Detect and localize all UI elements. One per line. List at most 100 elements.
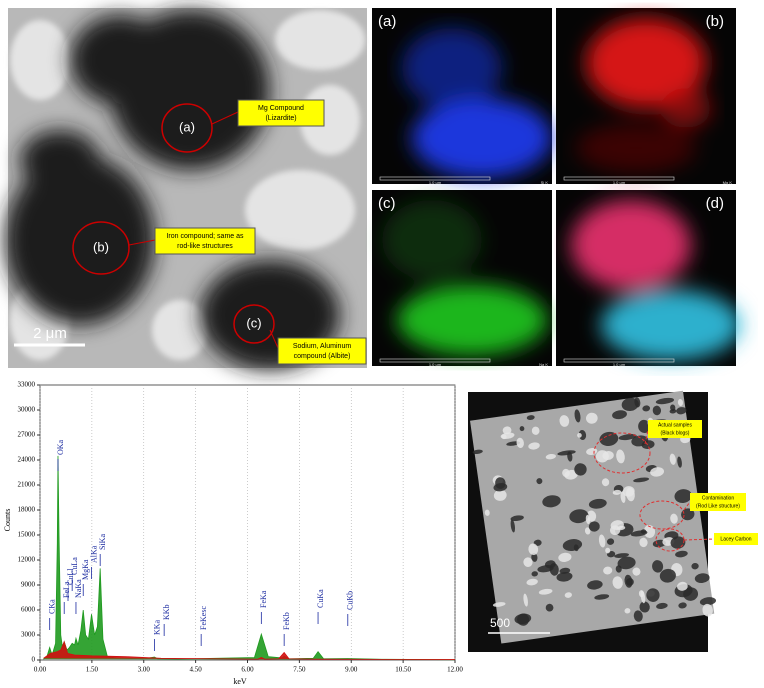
dark-spot [639, 601, 650, 613]
element-label: Mg K [723, 180, 733, 185]
y-tick-label: 9000 [21, 581, 36, 589]
grain [545, 453, 556, 460]
peak-label: CuLa [70, 557, 79, 575]
region-label: (a) [179, 119, 195, 134]
callout-box [714, 533, 758, 545]
signal-blob [571, 200, 691, 290]
dark-spot [659, 568, 676, 583]
peak-label: CKa [48, 599, 57, 614]
grain [650, 467, 665, 477]
dark-spot [694, 573, 710, 584]
dark-spot [559, 567, 571, 574]
dark-spot [472, 449, 483, 455]
dark-spot [633, 610, 643, 622]
grain [598, 534, 606, 548]
grain [624, 608, 631, 614]
peak-label: FeKesc [199, 606, 208, 630]
dark-spot [574, 463, 587, 476]
signal-blob [586, 18, 706, 108]
x-tick-label: 9.00 [345, 666, 358, 674]
dark-spot [633, 477, 650, 483]
dark-spot [533, 539, 542, 546]
callout-text: (Lizardite) [265, 115, 296, 122]
peak-label: AlKa [89, 545, 98, 563]
signal-blob [382, 200, 482, 280]
sample-image: Actual samples (Black blogs) Contaminati… [468, 390, 758, 652]
grain [638, 590, 645, 598]
y-tick-label: 3000 [21, 631, 36, 639]
sample-section [470, 390, 717, 644]
x-tick-label: 7.50 [293, 666, 306, 674]
grain [670, 513, 678, 524]
eds-spectrum: keV Counts 0.00 1.50 3.00 4.50 6.00 7.50 9.00 1… [3, 381, 464, 686]
dark-spot [542, 495, 561, 508]
grain [523, 557, 533, 567]
y-tick-label: 15000 [18, 531, 36, 539]
eds-map: (c) 1.0 μm Na K [372, 190, 552, 367]
eds-map: (a) 1.0 μm Si K [372, 8, 552, 185]
y-tick-label: 12000 [18, 556, 36, 564]
y-tick-label: 21000 [18, 481, 36, 489]
peak-label: CuLl [66, 568, 75, 585]
grain [538, 588, 553, 595]
dark-spot [681, 508, 695, 521]
map-signal [402, 28, 552, 178]
tem-image: (a) (b) (c) Mg Compound (Lizardite) Iron… [5, 8, 367, 370]
dark-spot [574, 409, 581, 423]
scale-bar [379, 176, 491, 181]
dark-spot [646, 588, 660, 602]
dark-spot [614, 553, 629, 558]
dark-spot [517, 613, 530, 626]
dark-spot [674, 489, 692, 504]
dark-spot [531, 571, 538, 577]
dark-spot [655, 397, 675, 405]
dark-spot [652, 405, 662, 416]
scale-bar-label: 1.0 μm [613, 180, 626, 185]
x-tick-label: 0.00 [34, 666, 47, 674]
region-label: (b) [93, 239, 109, 254]
y-tick-label: 6000 [21, 606, 36, 614]
dark-spot [630, 530, 648, 537]
callout-text: Mg Compound [258, 105, 304, 112]
grain [523, 593, 528, 607]
y-tick-label: 27000 [18, 431, 36, 439]
dark-spot [510, 519, 516, 533]
x-tick-label: 3.00 [138, 666, 151, 674]
peak-label: SiKa [98, 534, 107, 550]
dark-spot [573, 544, 579, 552]
dark-spot [519, 426, 525, 432]
callout-text: Sodium, Aluminum [293, 343, 352, 350]
peak-label: FeKb [282, 612, 291, 630]
spectrum [43, 640, 456, 660]
dark-particles [5, 10, 340, 370]
peak-label: KKa [152, 619, 161, 635]
x-tick-label: 6.00 [241, 666, 254, 674]
dark-spot [531, 552, 538, 562]
grain [484, 509, 490, 516]
grain [501, 434, 507, 440]
grain [626, 487, 635, 502]
dark-spot [631, 435, 649, 447]
panel-label: (b) [706, 13, 724, 30]
y-tick-label: 18000 [18, 506, 36, 514]
scale-bar [563, 358, 675, 363]
scale-bar-label: 1.0 μm [429, 180, 442, 185]
dark-spot [669, 409, 677, 414]
callout-text: (Black blogs) [661, 430, 690, 436]
callout-box [277, 337, 367, 365]
dark-spot [536, 478, 543, 485]
dark-spot [615, 565, 622, 573]
element-label: Na K [539, 362, 548, 367]
grain [558, 552, 572, 562]
dark-spot [578, 429, 587, 440]
grain [643, 524, 656, 538]
dark-spot [617, 556, 636, 570]
scale-bar-label: 1.0 μm [613, 362, 626, 367]
grain [585, 412, 598, 424]
callout-text: Lacey Carbon [720, 536, 751, 542]
scale-bar-label: 500 [490, 616, 510, 630]
grain [493, 489, 507, 501]
map-signal [382, 200, 547, 355]
grain [526, 578, 538, 586]
scale-bar-label: 1.0 μm [429, 362, 442, 367]
